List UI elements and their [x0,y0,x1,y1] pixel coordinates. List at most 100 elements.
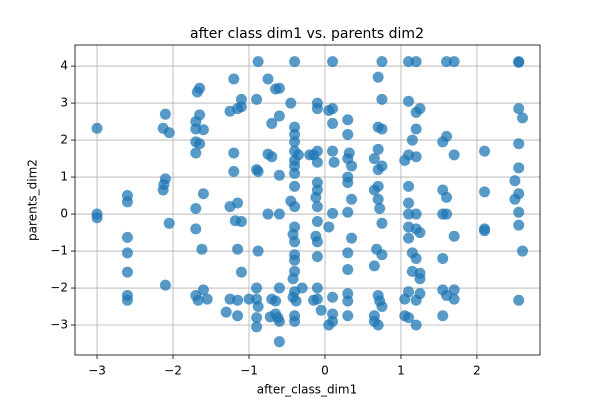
point [243,293,255,305]
point [235,266,247,278]
point [251,282,263,294]
point [315,304,327,316]
point [517,112,529,124]
point [311,215,323,227]
point [479,186,491,198]
point [311,236,323,248]
point [159,279,171,291]
point [513,138,525,150]
point [327,308,339,320]
point [437,136,449,148]
x-tick-label: −2 [164,364,182,378]
point [311,251,323,263]
point [252,166,264,178]
point [414,288,426,300]
point [289,167,301,179]
point [289,201,301,213]
point [327,291,339,303]
x-tick-label: 2 [473,364,481,378]
y-tick-label: −1 [50,244,68,258]
point [197,124,209,136]
point [311,282,323,294]
point [159,108,171,120]
point [437,310,449,322]
point [251,312,263,324]
point [517,245,529,257]
point [192,294,204,306]
point [224,201,236,213]
point [289,254,301,266]
point [262,148,274,160]
point [403,56,415,68]
point [289,180,301,192]
point [376,56,388,68]
point [342,247,354,259]
point [342,310,354,322]
point [403,95,415,107]
point [513,294,525,306]
point [252,56,264,68]
point [311,156,323,168]
point [235,101,247,113]
point [163,217,175,229]
point [342,295,354,307]
point [376,217,388,229]
point [273,336,285,348]
point [399,154,411,166]
point [232,310,244,322]
point [372,143,384,155]
point [273,82,285,94]
point [273,282,285,294]
point [304,149,316,161]
y-tick-label: −2 [50,281,68,295]
point [346,232,358,244]
point [232,243,244,255]
point [479,225,491,237]
point [224,105,236,117]
point [410,123,422,135]
point [479,145,491,157]
point [410,56,422,68]
point [368,184,380,196]
point [311,184,323,196]
point [342,206,354,218]
point [308,294,320,306]
point [410,252,422,264]
point [121,266,133,278]
point [441,208,453,220]
point [410,151,422,163]
point [403,180,415,192]
point [403,208,415,220]
point [376,93,388,105]
point [121,231,133,243]
point [232,294,244,306]
y-tick-label: 3 [60,96,68,110]
point [376,160,388,172]
point [273,315,285,327]
point [273,110,285,122]
point [289,56,301,68]
point [201,293,213,305]
point [273,169,285,181]
point [290,295,302,307]
point [289,315,301,327]
point [342,114,354,126]
point [323,221,335,233]
point [296,282,308,294]
point [342,129,354,141]
point [292,149,304,161]
x-tick-label: 0 [321,364,329,378]
y-tick-label: 1 [60,170,68,184]
point [252,301,264,313]
point [157,184,169,196]
x-tick-label: −3 [88,364,106,378]
point [289,236,301,248]
point [228,73,240,85]
point [372,193,384,205]
point [410,208,422,220]
point [194,138,206,150]
plot-frame [74,44,541,356]
y-tick-label: 0 [60,207,68,221]
point [513,56,525,68]
x-axis-label: after_class_dim1 [257,383,357,397]
